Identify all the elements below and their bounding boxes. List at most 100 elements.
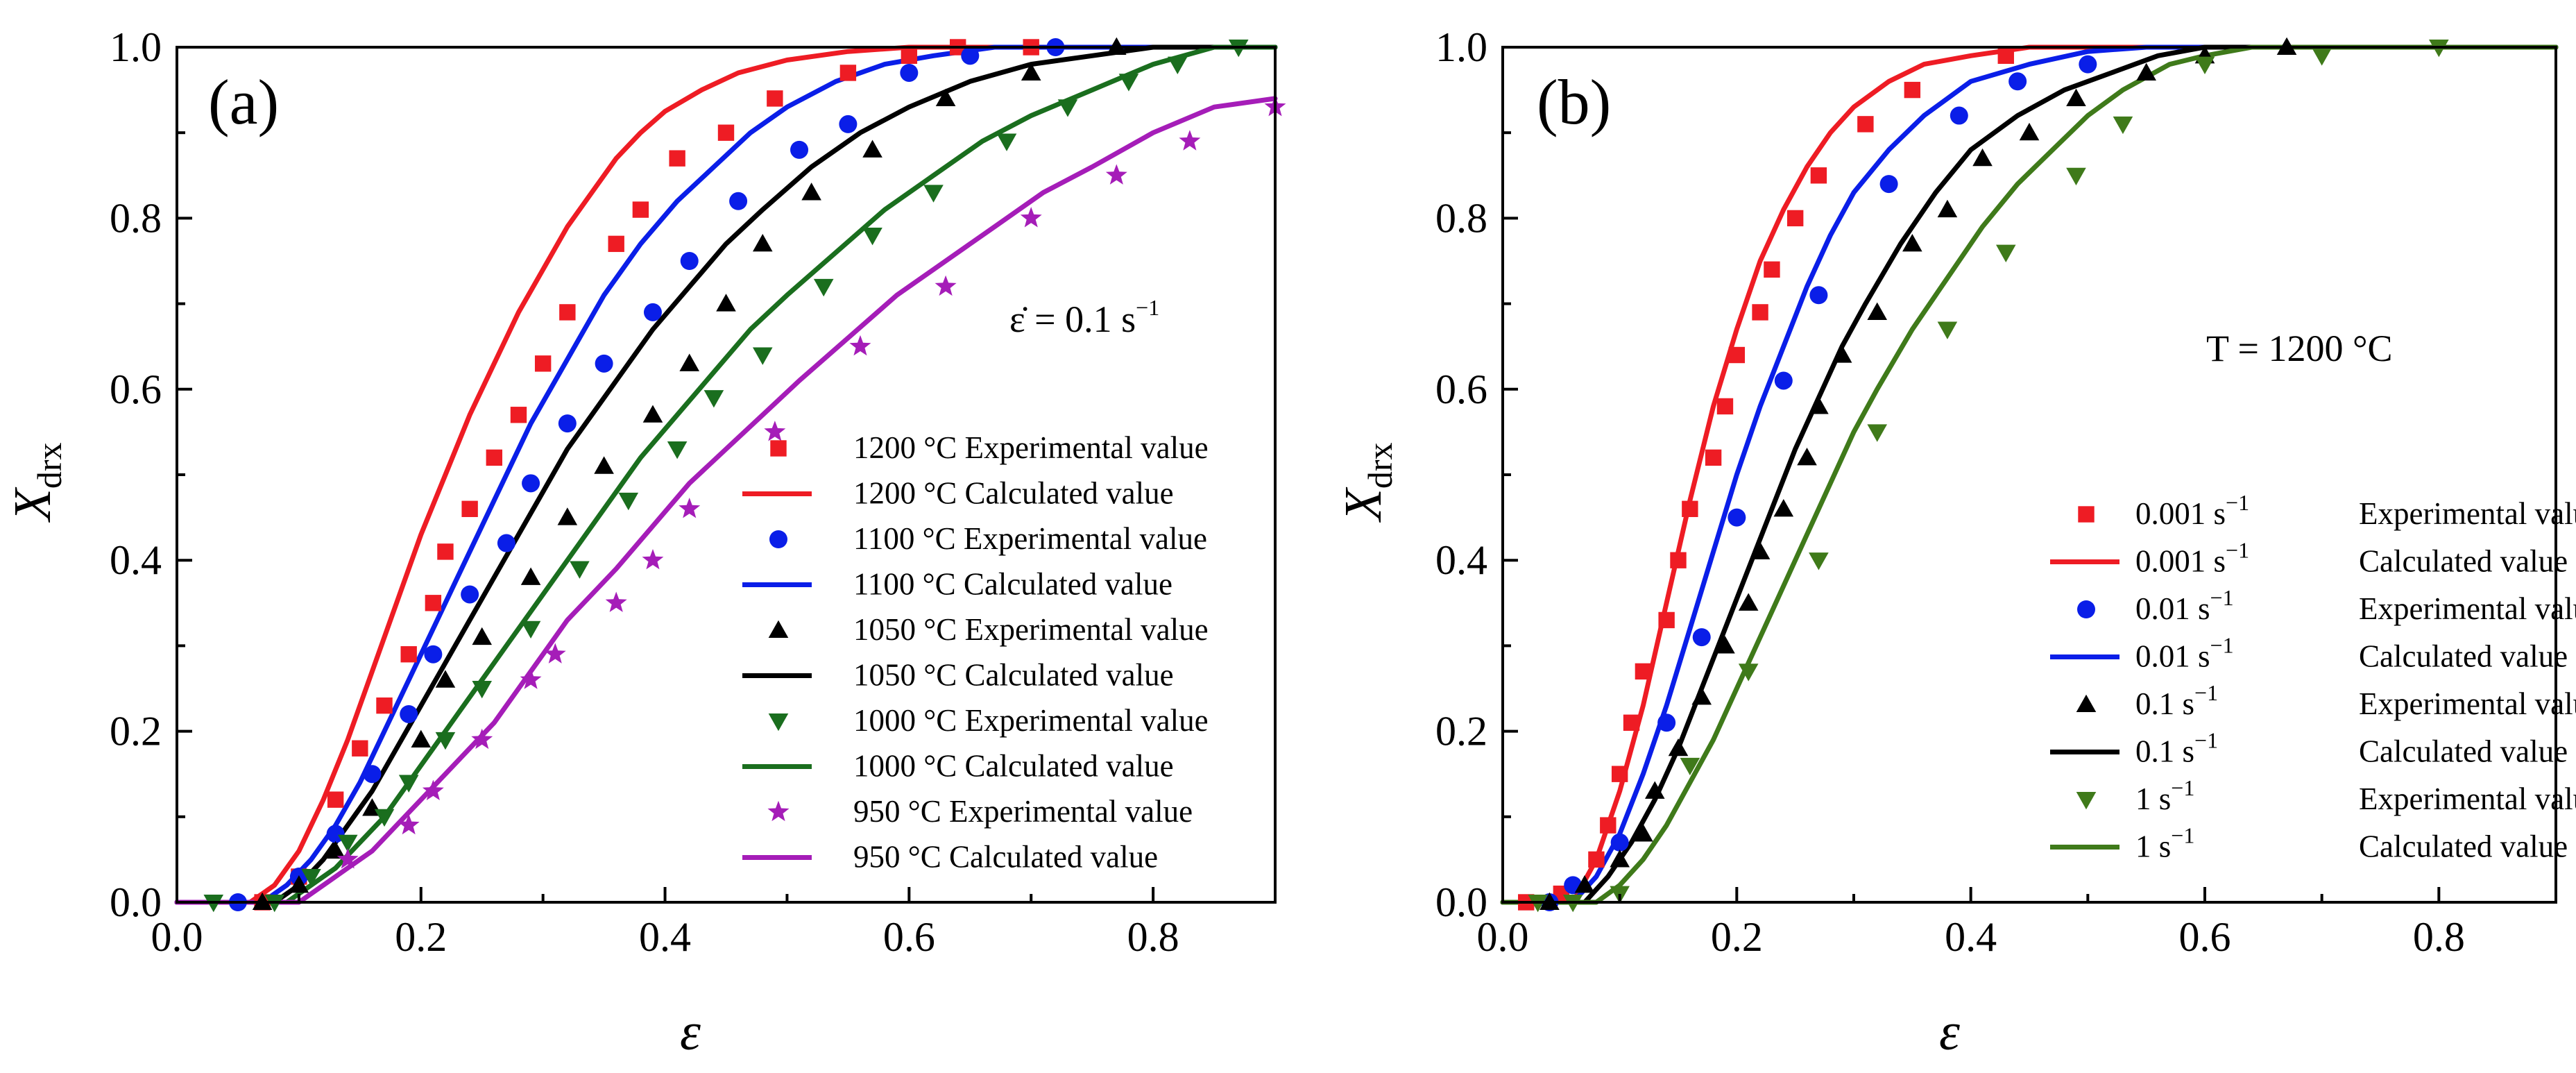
data-point — [461, 585, 479, 604]
data-point — [935, 275, 957, 296]
data-point — [1797, 448, 1817, 466]
x-tick-label: 0.8 — [2413, 914, 2465, 960]
x-tick-label: 0.2 — [1711, 914, 1763, 960]
legend-label: 950 °C Calculated value — [853, 840, 1158, 875]
panel-label: (b) — [1537, 67, 1611, 137]
data-point — [790, 140, 809, 159]
experimental-series-2 — [252, 37, 1127, 911]
data-point — [595, 354, 613, 373]
data-point — [839, 65, 857, 81]
data-point — [594, 456, 614, 474]
data-point — [1997, 47, 2014, 65]
data-point — [1937, 321, 1958, 339]
data-point — [862, 227, 882, 246]
data-point — [1167, 56, 1188, 74]
legend-label: 1050 °C Calculated value — [853, 658, 1174, 693]
legend-rate: 0.01 s — [2135, 591, 2210, 626]
data-point — [301, 868, 321, 887]
chart-panel-a: 0.0 0.2 0.4 0.6 0.8 0.0 0.2 0.4 0.6 0.8 1.0 ε Xdrx (a… — [3, 24, 1286, 1061]
x-tick-label: 0.0 — [1477, 914, 1529, 960]
data-point — [862, 140, 882, 158]
y-tick-label: 0.8 — [110, 195, 162, 241]
data-point — [570, 561, 590, 579]
data-point — [632, 201, 649, 218]
data-point — [398, 813, 420, 835]
data-point — [2066, 167, 2086, 186]
legend-label: 950 °C Experimental value — [853, 794, 1193, 829]
data-point — [1179, 130, 1201, 151]
x-axis-title: ε — [680, 1003, 701, 1061]
data-point — [1809, 396, 1829, 414]
x-tick-label: 0.6 — [883, 914, 935, 960]
data-point — [1658, 611, 1675, 629]
data-point — [1692, 628, 1711, 647]
data-point — [1904, 81, 1921, 99]
legend-marker-3 — [768, 713, 789, 732]
data-point — [422, 779, 444, 800]
condition-annotation: ε̇ = 0.1 s−1 — [1009, 295, 1159, 340]
legend-label: 0.01 s−1 Calculated value — [2135, 633, 2568, 674]
data-point — [1867, 424, 1888, 442]
data-point — [764, 421, 786, 441]
legend-rate: 1 s — [2135, 829, 2171, 864]
data-point — [1691, 687, 1712, 705]
data-point — [1995, 244, 2016, 262]
data-point — [1809, 286, 1828, 305]
legend-rate-superscript: −1 — [2194, 680, 2218, 705]
data-point — [400, 704, 418, 723]
data-point — [642, 405, 663, 423]
calculated-curve-3 — [174, 44, 1278, 905]
y-tick-label: 0.4 — [1435, 537, 1487, 583]
data-point — [961, 47, 980, 65]
data-point — [510, 407, 527, 423]
data-point — [520, 668, 542, 689]
data-point — [996, 133, 1017, 151]
experimental-series-0 — [1518, 47, 2014, 911]
legend-kind: Experimental value — [2359, 686, 2576, 721]
legend-label: 0.001 s−1 Calculated value — [2135, 538, 2568, 579]
data-point — [679, 353, 700, 371]
data-point — [471, 728, 493, 750]
data-point — [398, 775, 419, 793]
calculated-curve-3 — [1500, 44, 2559, 905]
chart-panel-b: 0.0 0.2 0.4 0.6 0.8 0.0 0.2 0.4 0.6 0.8 1.0 ε Xdrx (b… — [1334, 24, 2576, 1061]
y-tick-label: 1.0 — [1435, 24, 1487, 70]
data-point — [2194, 56, 2215, 74]
x-tick-label: 0.8 — [1127, 914, 1179, 960]
legend-label: 1 s−1 Calculated value — [2135, 823, 2568, 864]
y-tick-label: 0.4 — [110, 537, 162, 583]
data-point — [2312, 48, 2332, 66]
legend-label: 0.01 s−1 Experimental value — [2135, 585, 2576, 626]
data-point — [400, 646, 417, 663]
data-point — [472, 627, 493, 645]
legend-marker-0 — [770, 440, 787, 457]
data-point — [1670, 552, 1687, 568]
y-tick-label: 0.6 — [110, 366, 162, 412]
data-point — [435, 670, 456, 688]
data-point — [1682, 500, 1698, 517]
y-tick-label: 0.2 — [1435, 709, 1487, 754]
data-point — [1657, 713, 1676, 732]
legend-kind: Experimental value — [2359, 591, 2576, 626]
data-point — [935, 88, 956, 106]
data-point — [472, 680, 493, 699]
legend-label: 0.1 s−1 Calculated value — [2135, 728, 2568, 769]
legend-label: 1000 °C Experimental value — [853, 703, 1209, 738]
experimental-series-3 — [1528, 39, 2449, 913]
y-axis-title-text: Xdrx — [3, 442, 69, 523]
data-point — [2066, 88, 2086, 106]
legend-rate: 0.001 s — [2135, 544, 2226, 579]
data-point — [1728, 346, 1746, 364]
data-point — [486, 449, 503, 466]
legend-rate-superscript: −1 — [2171, 823, 2194, 848]
data-point — [703, 390, 724, 408]
data-point — [520, 567, 541, 585]
data-point — [1764, 261, 1780, 278]
legend-label: 1100 °C Experimental value — [853, 521, 1207, 556]
calculated-curve-2 — [174, 44, 1278, 905]
annotation-superscript: −1 — [1136, 295, 1159, 320]
data-point — [1105, 164, 1127, 185]
x-tick-label: 0.0 — [151, 914, 203, 960]
legend-rate-superscript: −1 — [2194, 728, 2218, 753]
data-point — [849, 335, 871, 356]
